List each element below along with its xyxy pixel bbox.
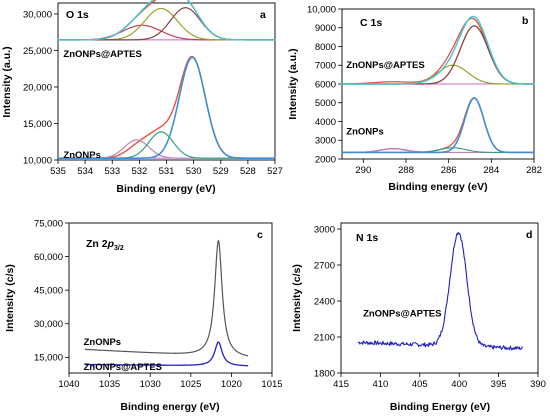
x-tick-label: 1020	[221, 379, 242, 390]
series-annotation: ZnONPs	[346, 127, 383, 138]
series-line	[341, 15, 535, 85]
y-tick-label: 3000	[314, 224, 335, 235]
x-tick-label: 1015	[261, 379, 282, 390]
x-tick-label: 284	[483, 165, 499, 176]
panel-c-frame	[68, 222, 273, 374]
series-line	[57, 7, 276, 41]
series-annotation: ZnONPs@APTES	[63, 49, 141, 60]
y-tick-label: 15,000	[34, 353, 63, 364]
panel-b-y-axis-title: Intensity (a.u.)	[287, 48, 299, 119]
panel-b-x-axis-title: Binding energy (eV)	[388, 181, 487, 193]
series-line	[341, 25, 535, 85]
x-tick-label: 415	[333, 379, 349, 390]
y-tick-label: 4000	[315, 117, 336, 128]
y-tick-label: 2100	[314, 332, 335, 343]
x-tick-label: 390	[530, 379, 546, 390]
panel-a-letter: a	[260, 9, 266, 21]
x-tick-label: 530	[186, 166, 202, 177]
y-tick-label: 20,000	[23, 82, 52, 93]
panel-a-o1s-chart: O 1s a Binding energy (eV) Intensity (a.…	[1, 0, 283, 195]
series-annotation: ZnONPs	[84, 337, 121, 348]
y-tick-label: 7000	[315, 61, 336, 72]
panel-b-title: C 1s	[360, 17, 382, 29]
panel-a-frame	[57, 2, 276, 161]
y-tick-label: 8000	[315, 42, 336, 53]
x-tick-label: 395	[491, 379, 507, 390]
panel-d-letter: d	[526, 229, 532, 241]
series-annotation: ZnONPs@APTES	[363, 309, 441, 320]
x-tick-label: 528	[240, 166, 256, 177]
y-tick-label: 30,000	[23, 9, 52, 20]
y-tick-label: 5000	[315, 98, 336, 109]
series-annotation: ZnONPs@APTES	[84, 362, 162, 373]
y-tick-label: 6000	[315, 79, 336, 90]
y-tick-label: 30,000	[34, 319, 63, 330]
panel-c-letter: c	[257, 229, 263, 241]
x-tick-label: 286	[441, 165, 457, 176]
panel-a-x-axis-title: Binding energy (eV)	[116, 183, 215, 195]
panel-d-title: N 1s	[356, 232, 378, 244]
series-line	[341, 97, 535, 154]
panel-a-title: O 1s	[66, 9, 89, 21]
y-tick-label: 60,000	[34, 252, 63, 263]
series-line	[57, 24, 276, 41]
x-tick-label: 400	[451, 379, 467, 390]
panel-d-y-axis-title: Intensity (c/s)	[291, 264, 303, 332]
panel-b-c1s-chart: C 1s b Binding energy (eV) Intensity (a.…	[287, 4, 542, 193]
series-line	[57, 0, 276, 41]
y-tick-label: 45,000	[34, 285, 63, 296]
panel-c-x-axis-title: Binding energy (eV)	[120, 401, 219, 413]
panel-d-frame	[340, 222, 539, 374]
x-tick-label: 290	[355, 165, 371, 176]
panel-c-title-italic: p	[107, 238, 115, 250]
panel-c-zn2p-chart: Zn 2p3/2 c Binding energy (eV) Intensity…	[4, 218, 283, 413]
y-tick-label: 2700	[314, 260, 335, 271]
y-tick-label: 75,000	[34, 218, 63, 229]
y-tick-label: 10,000	[307, 4, 336, 15]
panel-d-x-axis-title: Binding Energy (eV)	[390, 401, 490, 413]
series-annotation: ZnONPs@APTES	[346, 60, 424, 71]
x-tick-label: 1040	[58, 379, 79, 390]
series-line	[57, 7, 276, 41]
series-line	[341, 97, 535, 154]
panel-d-n1s-chart: N 1s d Binding Energy (eV) Intensity (c/…	[291, 222, 546, 413]
x-tick-label: 534	[77, 166, 93, 177]
x-tick-label: 282	[526, 165, 542, 176]
x-tick-label: 535	[50, 166, 66, 177]
series-line	[84, 341, 249, 367]
x-tick-label: 1035	[99, 379, 120, 390]
x-tick-label: 1030	[140, 379, 161, 390]
panel-c-title-main: Zn 2	[86, 238, 108, 250]
x-tick-label: 532	[131, 166, 147, 177]
panel-c-title-subscript: 3/2	[114, 245, 124, 252]
x-tick-label: 529	[213, 166, 229, 177]
y-tick-label: 2000	[315, 154, 336, 165]
y-tick-label: 3000	[315, 136, 336, 147]
series-line	[84, 239, 249, 357]
series-line	[57, 56, 276, 159]
y-tick-label: 9000	[315, 23, 336, 34]
y-tick-label: 10,000	[23, 155, 52, 166]
y-tick-label: 15,000	[23, 119, 52, 130]
y-tick-label: 1800	[314, 368, 335, 379]
x-tick-label: 410	[372, 379, 388, 390]
panel-c-y-axis-title: Intensity (c/s)	[4, 264, 16, 332]
panel-c-title: Zn 2p3/2	[86, 238, 124, 252]
x-tick-label: 288	[398, 165, 414, 176]
x-tick-label: 531	[159, 166, 175, 177]
y-tick-label: 25,000	[23, 46, 52, 57]
y-tick-label: 2400	[314, 296, 335, 307]
panel-b-letter: b	[522, 15, 528, 27]
x-tick-label: 405	[412, 379, 428, 390]
panel-a-y-axis-title: Intensity (a.u.)	[1, 46, 13, 117]
x-tick-label: 533	[104, 166, 120, 177]
series-line	[357, 231, 523, 351]
series-annotation: ZnONPs	[63, 150, 100, 161]
x-tick-label: 1025	[180, 379, 201, 390]
x-tick-label: 527	[267, 166, 283, 177]
